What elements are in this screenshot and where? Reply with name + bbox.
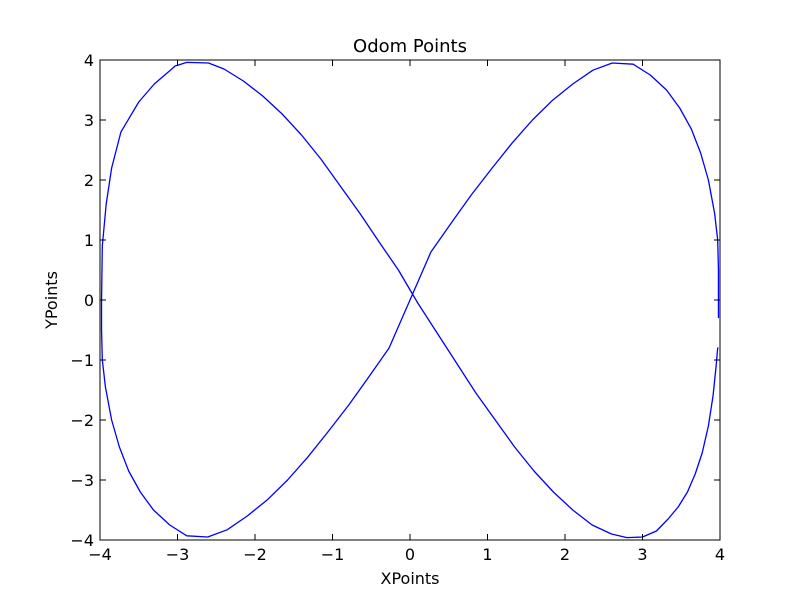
tick-layer: [99, 59, 721, 541]
y-tick-label: −4: [70, 531, 94, 550]
x-tick-label: −1: [321, 545, 345, 564]
tick-label-layer: −4 −3 −2 −1 0 1 2 3 4 −4 −3 −2 −1 0 1 2 3 4: [70, 51, 725, 564]
chart-title: Odom Points: [353, 36, 467, 57]
series-line-1: [100, 61, 720, 539]
x-tick-label: −4: [88, 545, 112, 564]
series-layer: [100, 61, 720, 539]
y-axis-label: YPoints: [42, 271, 61, 330]
x-tick-label: 4: [715, 545, 725, 564]
y-tick-label: 2: [84, 171, 94, 190]
x-tick-label: −3: [166, 545, 190, 564]
x-tick-label: 3: [637, 545, 647, 564]
x-tick-label: 1: [482, 545, 492, 564]
y-tick-label: 3: [84, 111, 94, 130]
x-tick-label: 0: [405, 545, 415, 564]
y-tick-label: 0: [84, 291, 94, 310]
y-tick-label: 1: [84, 231, 94, 250]
y-tick-label: −3: [70, 471, 94, 490]
y-tick-label: −2: [70, 411, 94, 430]
x-tick-label: 2: [560, 545, 570, 564]
y-tick-label: −1: [70, 351, 94, 370]
x-tick-label: −2: [243, 545, 267, 564]
x-axis-label: XPoints: [380, 569, 439, 588]
y-tick-label: 4: [84, 51, 94, 70]
